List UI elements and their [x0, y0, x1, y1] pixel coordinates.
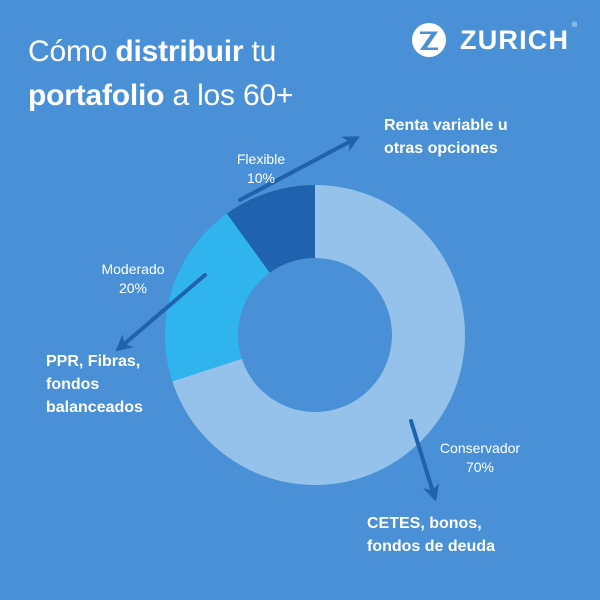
title-text-tail-2: a los 60+ [164, 79, 294, 112]
segment-label-moderado: Moderado 20% [101, 260, 164, 298]
title-text-normal: Cómo [28, 35, 116, 68]
title-line-2: portafolio a los 60+ [28, 74, 293, 118]
arrow-moderado [115, 273, 207, 352]
segment-name: Moderado [101, 261, 165, 277]
segment-percent: 20% [118, 280, 148, 296]
arrow-flexible [238, 136, 360, 202]
callout-conservador: CETES, bonos, fondos de deuda [367, 512, 495, 558]
brand-logo: ZURICH ® [411, 22, 577, 58]
segment-name: Flexible [236, 151, 286, 167]
title-text-bold: distribuir [115, 35, 244, 68]
segment-label-flexible: Flexible 10% [237, 150, 285, 188]
title-text-bold-2: portafolio [28, 79, 165, 112]
registered-mark: ® [572, 22, 578, 29]
callout-line: balanceados [46, 399, 143, 416]
page-title: Cómo distribuir tu portafolio a los 60+ [28, 30, 293, 118]
callout-line: PPR, Fibras, [46, 353, 141, 370]
segment-label-conservador: Conservador 70% [440, 439, 520, 477]
donut-slice-moderado [165, 213, 270, 382]
callout-line: Renta variable u [384, 117, 508, 134]
callout-moderado: PPR, Fibras, fondos balanceados [46, 350, 143, 419]
segment-percent: 70% [465, 459, 495, 475]
zurich-logo-icon [412, 23, 446, 57]
callout-line: fondos de deuda [367, 538, 495, 555]
brand-name: ZURICH [460, 24, 570, 55]
title-text-tail: tu [243, 35, 277, 68]
callout-line: fondos [46, 376, 100, 393]
callout-line: otras opciones [384, 140, 498, 157]
donut-slice-conservador [172, 185, 466, 486]
segment-name: Conservador [439, 440, 521, 456]
title-line-1: Cómo distribuir tu [28, 30, 293, 74]
callout-line: CETES, bonos, [367, 515, 482, 532]
arrow-conservador [409, 419, 440, 502]
callout-flexible: Renta variable u otras opciones [384, 114, 508, 160]
donut-slice-flexible [226, 185, 315, 273]
segment-percent: 10% [246, 170, 276, 186]
